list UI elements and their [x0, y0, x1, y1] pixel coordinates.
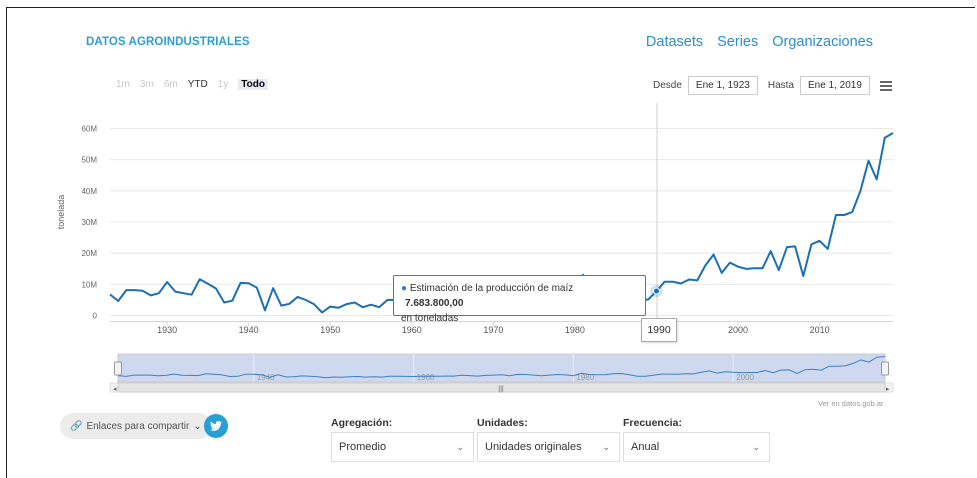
to-label: Hasta [767, 80, 794, 91]
scroll-right-arrow[interactable]: ▸ [886, 386, 890, 393]
nav-series[interactable]: Series [717, 34, 759, 50]
navigator-handle[interactable] [114, 361, 122, 376]
tooltip-value: 7.683.800,00 [405, 298, 464, 309]
navigator-line [117, 356, 886, 379]
y-tick-label: 20M [81, 249, 97, 258]
x-tick-label: 1930 [157, 325, 177, 335]
unidades-label: Unidades: [477, 417, 528, 429]
twitter-icon[interactable] [204, 414, 228, 438]
share-label: Enlaces para compartir [86, 420, 190, 432]
chevron-down-icon: ⌄ [752, 442, 760, 452]
agregacion-value: Promedio [339, 441, 387, 453]
navigator-tick-label: 1940 [257, 373, 275, 382]
to-input[interactable]: Ene 1, 2019 [799, 76, 870, 95]
y-axis-label: tonelada [56, 195, 66, 230]
navigator-handle[interactable] [881, 361, 889, 376]
tooltip-unit: en toneladas [401, 313, 459, 324]
y-tick-label: 60M [81, 125, 97, 134]
navigator-mask [117, 353, 886, 383]
date-range: Desde Ene 1, 1923 Hasta Ene 1, 2019 [653, 76, 870, 95]
from-label: Desde [653, 80, 682, 91]
zoom-3m[interactable]: 3m [139, 79, 154, 90]
chevron-down-icon: ⌄ [602, 442, 610, 452]
y-tick-label: 50M [81, 156, 97, 165]
frecuencia-label: Frecuencia: [623, 417, 682, 429]
navigator-tick-label: 1980 [576, 373, 594, 382]
scroll-left-arrow[interactable]: ◂ [113, 386, 117, 393]
navigator-tick-label: 2000 [736, 373, 754, 382]
agregacion-select[interactable]: Promedio ⌄ [331, 432, 474, 462]
x-tick-label: 1960 [402, 325, 422, 335]
hover-point [652, 287, 660, 295]
zoom-1m[interactable]: 1m [116, 79, 130, 90]
zoom-ytd[interactable]: YTD [187, 79, 208, 90]
zoom-todo[interactable]: Todo [238, 79, 268, 90]
top-nav: Datasets Series Organizaciones [646, 34, 873, 50]
chart-tooltip: ● Estimación de la producción de maíz 7.… [393, 275, 646, 324]
chevron-down-icon: ⌄ [193, 420, 202, 432]
x-tick-label: 2000 [728, 325, 748, 335]
y-tick-label: 10M [81, 280, 97, 289]
x-tick-label: 1980 [565, 325, 585, 335]
y-tick-label: 40M [81, 187, 97, 196]
frecuencia-select[interactable]: Anual ⌄ [623, 432, 770, 462]
unidades-value: Unidades originales [485, 441, 582, 453]
x-tick-label: 2010 [810, 325, 830, 335]
zoom-1y[interactable]: 1y [217, 79, 229, 90]
tooltip-series: Estimación de la producción de maíz [409, 283, 574, 294]
share-links-button[interactable]: 🔗 Enlaces para compartir ⌄ [60, 413, 212, 439]
x-tick-label: 1940 [239, 325, 259, 335]
app-frame [6, 7, 975, 478]
agregacion-label: Agregación: [331, 417, 393, 429]
x-tick-label: 1950 [320, 325, 340, 335]
y-tick-label: 30M [81, 218, 97, 227]
zoom-6m[interactable]: 6m [163, 79, 178, 90]
hamburger-menu-icon[interactable] [880, 81, 892, 91]
from-input[interactable]: Ene 1, 1923 [687, 76, 758, 95]
link-icon: 🔗 [70, 420, 83, 432]
scrollbar-thumb[interactable] [117, 382, 886, 393]
scrollbar-grip: ||| [498, 386, 504, 393]
unidades-select[interactable]: Unidades originales ⌄ [477, 432, 620, 462]
zoom-buttons: 1m 3m 6m YTD 1y Todo [116, 79, 268, 90]
nav-datasets[interactable]: Datasets [645, 34, 704, 50]
x-crosshair-label: 1990 [641, 318, 677, 342]
chevron-down-icon: ⌄ [456, 442, 464, 452]
nav-organizaciones[interactable]: Organizaciones [772, 34, 873, 50]
brand-title[interactable]: DATOS AGROINDUSTRIALES [86, 36, 250, 48]
x-tick-label: 1970 [483, 325, 503, 335]
navigator-tick-label: 1960 [417, 373, 435, 382]
y-tick-label: 0 [93, 312, 98, 321]
frecuencia-value: Anual [631, 441, 660, 453]
credit-link[interactable]: Ver en datos.gob.ar [818, 399, 884, 408]
tooltip-bullet: ● [401, 283, 408, 294]
